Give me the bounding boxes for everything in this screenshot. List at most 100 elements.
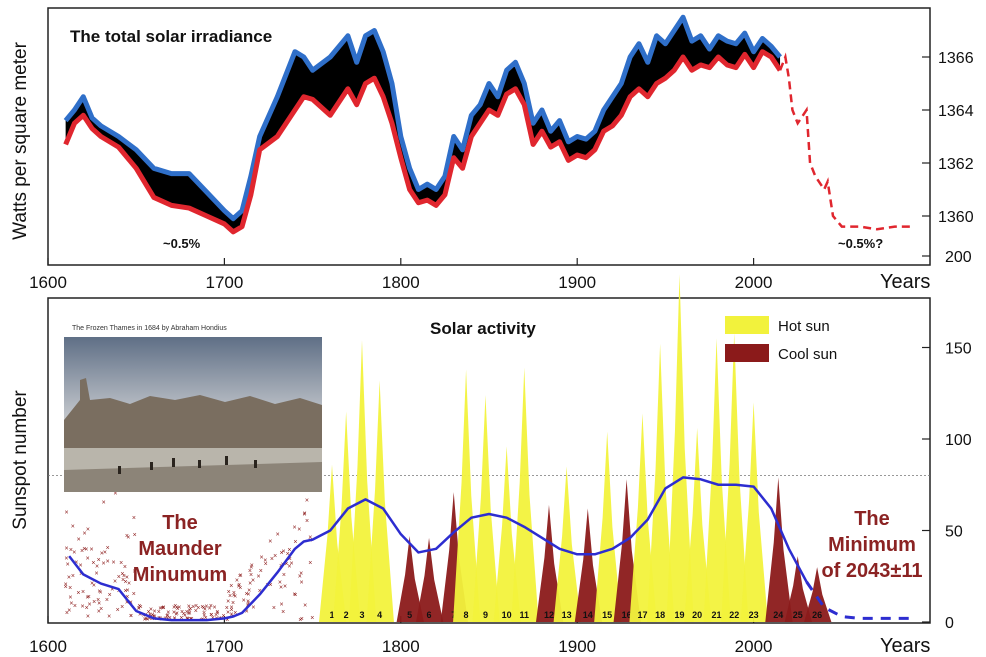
minimum-annotation: The Minimum of 2043±11 <box>821 508 922 582</box>
historical-observation: × <box>248 581 252 588</box>
historical-observation: × <box>160 605 164 612</box>
legend-cool-label: Cool sun <box>778 346 837 363</box>
historical-observation: × <box>233 610 237 617</box>
activity-ytick-label: 200 <box>945 249 972 266</box>
historical-observation: × <box>148 611 152 618</box>
cycle-label-5: 5 <box>407 610 412 620</box>
activity-ytick-label: 100 <box>945 432 972 449</box>
historical-observation: × <box>259 568 263 575</box>
cycle-24 <box>765 477 793 622</box>
legend-hot-swatch <box>725 316 769 334</box>
historical-observation: × <box>278 579 282 586</box>
historical-observation: × <box>83 530 87 537</box>
historical-observation: × <box>238 573 242 580</box>
irradiance-xlabel: Years <box>880 271 930 293</box>
historical-observation: × <box>298 617 302 624</box>
historical-observation: × <box>153 613 157 620</box>
historical-observation: × <box>64 584 68 591</box>
historical-observation: × <box>308 560 312 567</box>
historical-observation: × <box>79 563 83 570</box>
activity-xtick-label: 1600 <box>29 637 67 656</box>
irradiance-xtick-label: 2000 <box>735 273 773 292</box>
historical-observation: × <box>246 599 250 606</box>
irradiance-xtick-label: 1800 <box>382 273 420 292</box>
historical-observation: × <box>161 605 165 612</box>
cycle-label-4: 4 <box>377 610 382 620</box>
historical-observation: × <box>144 616 148 623</box>
historical-observation: × <box>302 512 306 519</box>
historical-observation: × <box>290 560 294 567</box>
historical-observation: × <box>196 605 200 612</box>
historical-observation: × <box>174 611 178 618</box>
activity-xtick-label: 1900 <box>558 637 596 656</box>
historical-observation: × <box>72 549 76 556</box>
historical-observation: × <box>125 594 129 601</box>
historical-observation: × <box>228 593 232 600</box>
historical-observation: × <box>125 533 129 540</box>
historical-observation: × <box>74 559 78 566</box>
historical-observation: × <box>106 559 110 566</box>
painting-caption: The Frozen Thames in 1684 by Abraham Hon… <box>72 325 227 332</box>
historical-observation: × <box>225 617 229 624</box>
historical-observation: × <box>297 526 301 533</box>
historical-observation: × <box>202 610 206 617</box>
historical-observation: × <box>71 524 75 531</box>
historical-observation: × <box>185 609 189 616</box>
historical-observation: × <box>194 608 198 615</box>
cycle-label-12: 12 <box>544 610 554 620</box>
historical-observation: × <box>120 571 124 578</box>
historical-observation: × <box>214 612 218 619</box>
irradiance-ylabel: Watts per square meter <box>10 41 31 239</box>
cycle-label-21: 21 <box>712 610 722 620</box>
historical-observation: × <box>259 554 263 561</box>
historical-observation: × <box>119 560 123 567</box>
historical-observation: × <box>137 605 141 612</box>
historical-observation: × <box>106 545 110 552</box>
historical-observation: × <box>249 564 253 571</box>
cycle-15 <box>594 431 622 622</box>
cycle-label-2: 2 <box>344 610 349 620</box>
cycle-label-1: 1 <box>329 610 334 620</box>
historical-observation: × <box>77 537 81 544</box>
cycle-12 <box>535 504 564 622</box>
historical-observation: × <box>305 497 309 504</box>
historical-observation: × <box>286 551 290 558</box>
irradiance-annotation-left: ~0.5% <box>163 236 201 251</box>
historical-observation: × <box>99 606 103 613</box>
historical-observation: × <box>251 578 255 585</box>
historical-observation: × <box>71 573 75 580</box>
irradiance-title: The total solar irradiance <box>70 27 272 46</box>
historical-observation: × <box>92 599 96 606</box>
historical-observation: × <box>125 599 129 606</box>
historical-observation: × <box>102 560 106 567</box>
historical-observation: × <box>113 578 117 585</box>
historical-observation: × <box>283 584 287 591</box>
cycle-18 <box>647 343 675 622</box>
historical-observation: × <box>87 594 91 601</box>
irradiance-xtick-label: 1900 <box>558 273 596 292</box>
cycle-label-19: 19 <box>675 610 685 620</box>
historical-observation: × <box>173 603 177 610</box>
historical-observation: × <box>298 574 302 581</box>
historical-observation: × <box>105 597 109 604</box>
historical-observation: × <box>202 605 206 612</box>
historical-observation: × <box>194 603 198 610</box>
historical-observation: × <box>86 614 90 621</box>
historical-observation: × <box>229 583 233 590</box>
historical-observation: × <box>82 546 86 553</box>
historical-observation: × <box>65 545 69 552</box>
historical-observation: × <box>281 609 285 616</box>
historical-observation: × <box>233 593 237 600</box>
historical-observation: × <box>137 605 141 612</box>
historical-observation: × <box>110 586 114 593</box>
historical-observation: × <box>230 607 234 614</box>
legend-cool-swatch <box>725 344 769 362</box>
historical-observation: × <box>280 550 284 557</box>
painting-buildings <box>64 378 322 455</box>
historical-observation: × <box>216 611 220 618</box>
historical-observation: × <box>293 539 297 546</box>
historical-observation: × <box>188 606 192 613</box>
historical-observation: × <box>84 546 88 553</box>
cycle-13 <box>553 466 581 622</box>
